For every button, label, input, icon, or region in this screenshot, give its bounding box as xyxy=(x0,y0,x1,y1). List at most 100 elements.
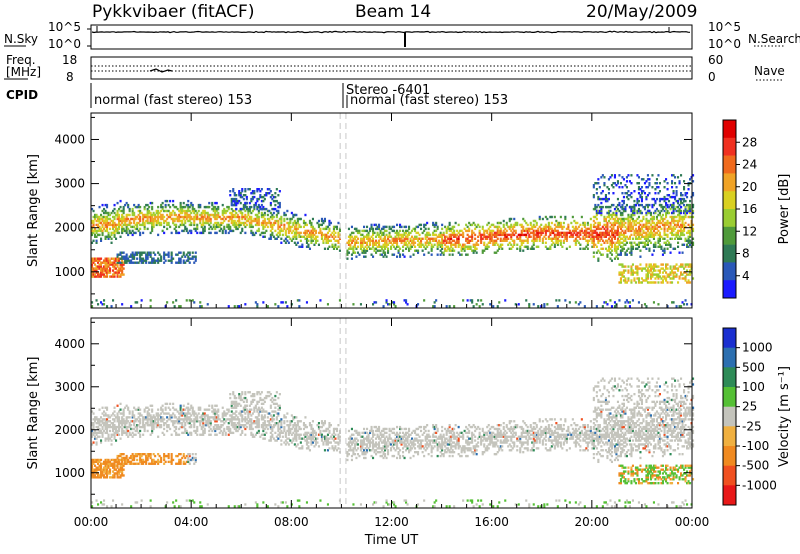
data-cell xyxy=(622,223,625,227)
data-cell xyxy=(154,259,157,262)
data-cell xyxy=(592,184,595,187)
data-cell xyxy=(214,227,217,231)
cpid-label: CPID xyxy=(6,88,39,102)
freq-label-2: [MHz] xyxy=(6,65,42,79)
data-cell xyxy=(209,221,212,225)
data-cell xyxy=(636,211,639,215)
data-cell xyxy=(427,227,430,231)
data-cell xyxy=(320,231,323,235)
data-cell xyxy=(301,235,304,238)
data-cell xyxy=(471,229,474,233)
data-cell xyxy=(239,209,242,213)
data-cell xyxy=(91,257,94,260)
data-cell xyxy=(568,235,571,238)
data-cell xyxy=(221,211,224,215)
data-cell xyxy=(523,245,526,248)
data-cell xyxy=(308,221,311,225)
data-cell xyxy=(619,221,622,225)
data-cell xyxy=(185,253,188,256)
data-cell xyxy=(97,229,100,233)
data-cell xyxy=(637,207,640,211)
data-cell xyxy=(164,199,167,203)
data-cell xyxy=(326,225,329,229)
data-cell xyxy=(601,247,604,250)
data-cell xyxy=(680,237,683,240)
data-cell xyxy=(684,221,687,225)
data-cell xyxy=(466,237,469,240)
data-cell xyxy=(353,245,356,248)
data-cell xyxy=(405,247,408,250)
data-cell xyxy=(588,239,591,242)
data-cell xyxy=(103,303,106,306)
data-cell xyxy=(553,237,556,240)
data-cell xyxy=(104,261,107,264)
data-cell xyxy=(498,225,501,229)
data-cell xyxy=(627,219,630,223)
data-cell xyxy=(445,249,448,252)
data-cell xyxy=(606,221,609,225)
data-cell xyxy=(621,237,624,240)
data-cell xyxy=(118,275,121,278)
data-cell xyxy=(370,235,373,238)
data-cell xyxy=(480,241,483,244)
data-cell xyxy=(355,235,358,238)
data-cell xyxy=(160,217,163,221)
data-cell xyxy=(523,233,526,237)
data-cell xyxy=(160,255,163,258)
data-cell xyxy=(630,223,633,227)
data-cell xyxy=(193,217,196,221)
data-cell xyxy=(266,188,269,191)
data-cell xyxy=(489,235,492,238)
data-cell xyxy=(226,209,229,213)
data-cell xyxy=(637,215,640,219)
data-cell xyxy=(435,233,438,237)
data-cell xyxy=(544,241,547,244)
data-cell xyxy=(642,231,645,235)
data-cell xyxy=(683,243,686,246)
data-cell xyxy=(396,245,399,248)
data-cell xyxy=(613,213,616,217)
data-cell xyxy=(607,188,610,191)
data-cell xyxy=(585,227,588,231)
data-cell xyxy=(326,235,329,238)
data-cell xyxy=(604,239,607,242)
data-cell xyxy=(405,235,408,238)
data-cell xyxy=(323,227,326,231)
data-cell xyxy=(610,245,613,248)
data-cell xyxy=(227,219,230,223)
data-cell xyxy=(624,231,627,235)
data-cell xyxy=(116,404,119,407)
data-cell xyxy=(607,233,610,237)
data-cell xyxy=(642,217,645,221)
data-cell xyxy=(544,215,547,219)
data-cell xyxy=(203,225,206,229)
data-cell xyxy=(592,245,595,248)
data-cell xyxy=(579,247,582,250)
data-cell xyxy=(130,505,133,508)
data-cell xyxy=(151,257,154,260)
data-cell xyxy=(388,231,391,235)
data-cell xyxy=(565,235,568,238)
data-cell xyxy=(466,225,469,229)
data-cell xyxy=(257,221,260,225)
data-cell xyxy=(637,176,640,179)
data-cell xyxy=(618,201,621,205)
data-cell xyxy=(310,225,313,229)
data-cell xyxy=(486,231,489,235)
data-cell xyxy=(624,243,627,246)
data-cell xyxy=(95,231,98,235)
data-cell xyxy=(331,243,334,246)
data-cell xyxy=(613,305,616,308)
data-cell xyxy=(304,237,307,240)
data-cell xyxy=(245,219,248,223)
data-cell xyxy=(576,227,579,231)
data-cell xyxy=(184,219,187,223)
data-cell xyxy=(472,243,475,246)
data-cell xyxy=(615,221,618,225)
data-cell xyxy=(112,257,115,260)
data-cell xyxy=(648,247,651,250)
data-cell xyxy=(471,231,474,235)
data-cell xyxy=(193,221,196,225)
data-cell xyxy=(592,223,595,227)
data-cell xyxy=(603,217,606,221)
